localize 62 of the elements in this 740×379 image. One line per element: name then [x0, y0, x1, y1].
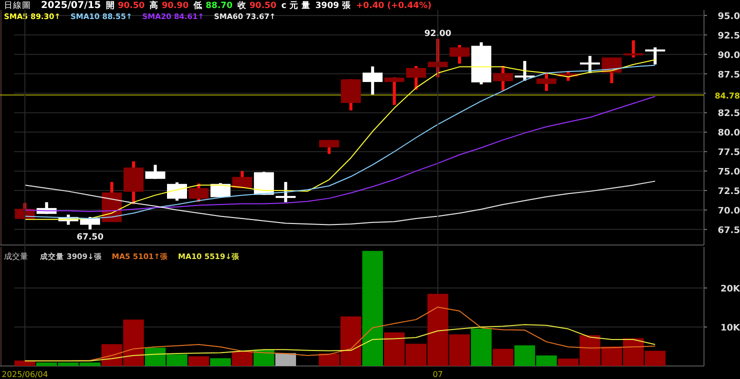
x-tick-label: 2025/06/04 [2, 370, 48, 379]
annotation: 88.70 [206, 1, 233, 11]
annotation: 92.00 [424, 28, 452, 39]
candlestick [536, 72, 556, 91]
y-tick-label: 90.0 [718, 50, 740, 61]
annotation: 高 [150, 0, 159, 11]
candlestick [428, 38, 448, 78]
bar [492, 348, 514, 366]
candlestick [580, 56, 600, 74]
candlestick [276, 182, 296, 202]
candlestick [362, 66, 383, 94]
annotation: +0.40 (+0.44%) [356, 1, 432, 11]
annotation: 量 [300, 0, 310, 11]
y-tick-label: 72.5 [718, 187, 740, 198]
ref-line-label: 84.78 [714, 91, 740, 100]
text: 成交量 [4, 252, 28, 261]
annotation: 日線圖 [4, 0, 31, 11]
y-tick-label: 77.5 [718, 148, 740, 158]
annotation: 張 [342, 0, 352, 11]
candlestick [145, 164, 166, 179]
annotation: 收 [238, 0, 248, 11]
bar [362, 250, 383, 366]
y-tick-label: 20K [720, 284, 740, 294]
candlestick [319, 140, 340, 154]
y-tick-label: 92.5 [718, 31, 740, 42]
y-tick-label: 87.5 [718, 70, 740, 80]
candlestick [188, 184, 209, 202]
y-tick-label: 75.0 [718, 168, 740, 178]
annotation: 90.50 [250, 1, 276, 11]
y-tick-label: 82.5 [718, 109, 740, 120]
candlestick [406, 66, 426, 90]
candlestick [514, 60, 535, 81]
candlestick [167, 182, 187, 201]
candlestick [623, 40, 644, 58]
annotation: 90.90 [162, 1, 189, 11]
bar [14, 360, 36, 366]
annotation: 67.50 [76, 232, 104, 242]
candlestick [645, 47, 666, 64]
annotation: 開 [106, 0, 115, 11]
candlestick [340, 79, 361, 110]
annotation: 低 [192, 0, 203, 11]
y-tick-label: 80.0 [718, 128, 740, 139]
annotation: c 元 [281, 0, 298, 11]
bar [210, 358, 231, 366]
bar [470, 328, 492, 366]
x-tick-label: 07 [432, 370, 443, 379]
bar [275, 353, 296, 366]
annotation: 2025/07/15 [41, 0, 101, 11]
annotation: 90.50 [118, 1, 145, 11]
candlestick [232, 171, 252, 188]
y-tick-label: 95.0 [718, 12, 740, 22]
bar [232, 351, 253, 366]
candlestick [450, 45, 470, 64]
y-tick-label: 70.0 [718, 206, 740, 216]
candlestick [493, 66, 513, 91]
candlestick [384, 77, 404, 105]
bar [188, 356, 210, 366]
line-series [24, 324, 656, 362]
y-tick-label: 10K [720, 323, 740, 334]
annotation: 3909 [315, 1, 340, 11]
y-tick-label: 67.5 [718, 226, 740, 236]
line-series [24, 180, 656, 226]
